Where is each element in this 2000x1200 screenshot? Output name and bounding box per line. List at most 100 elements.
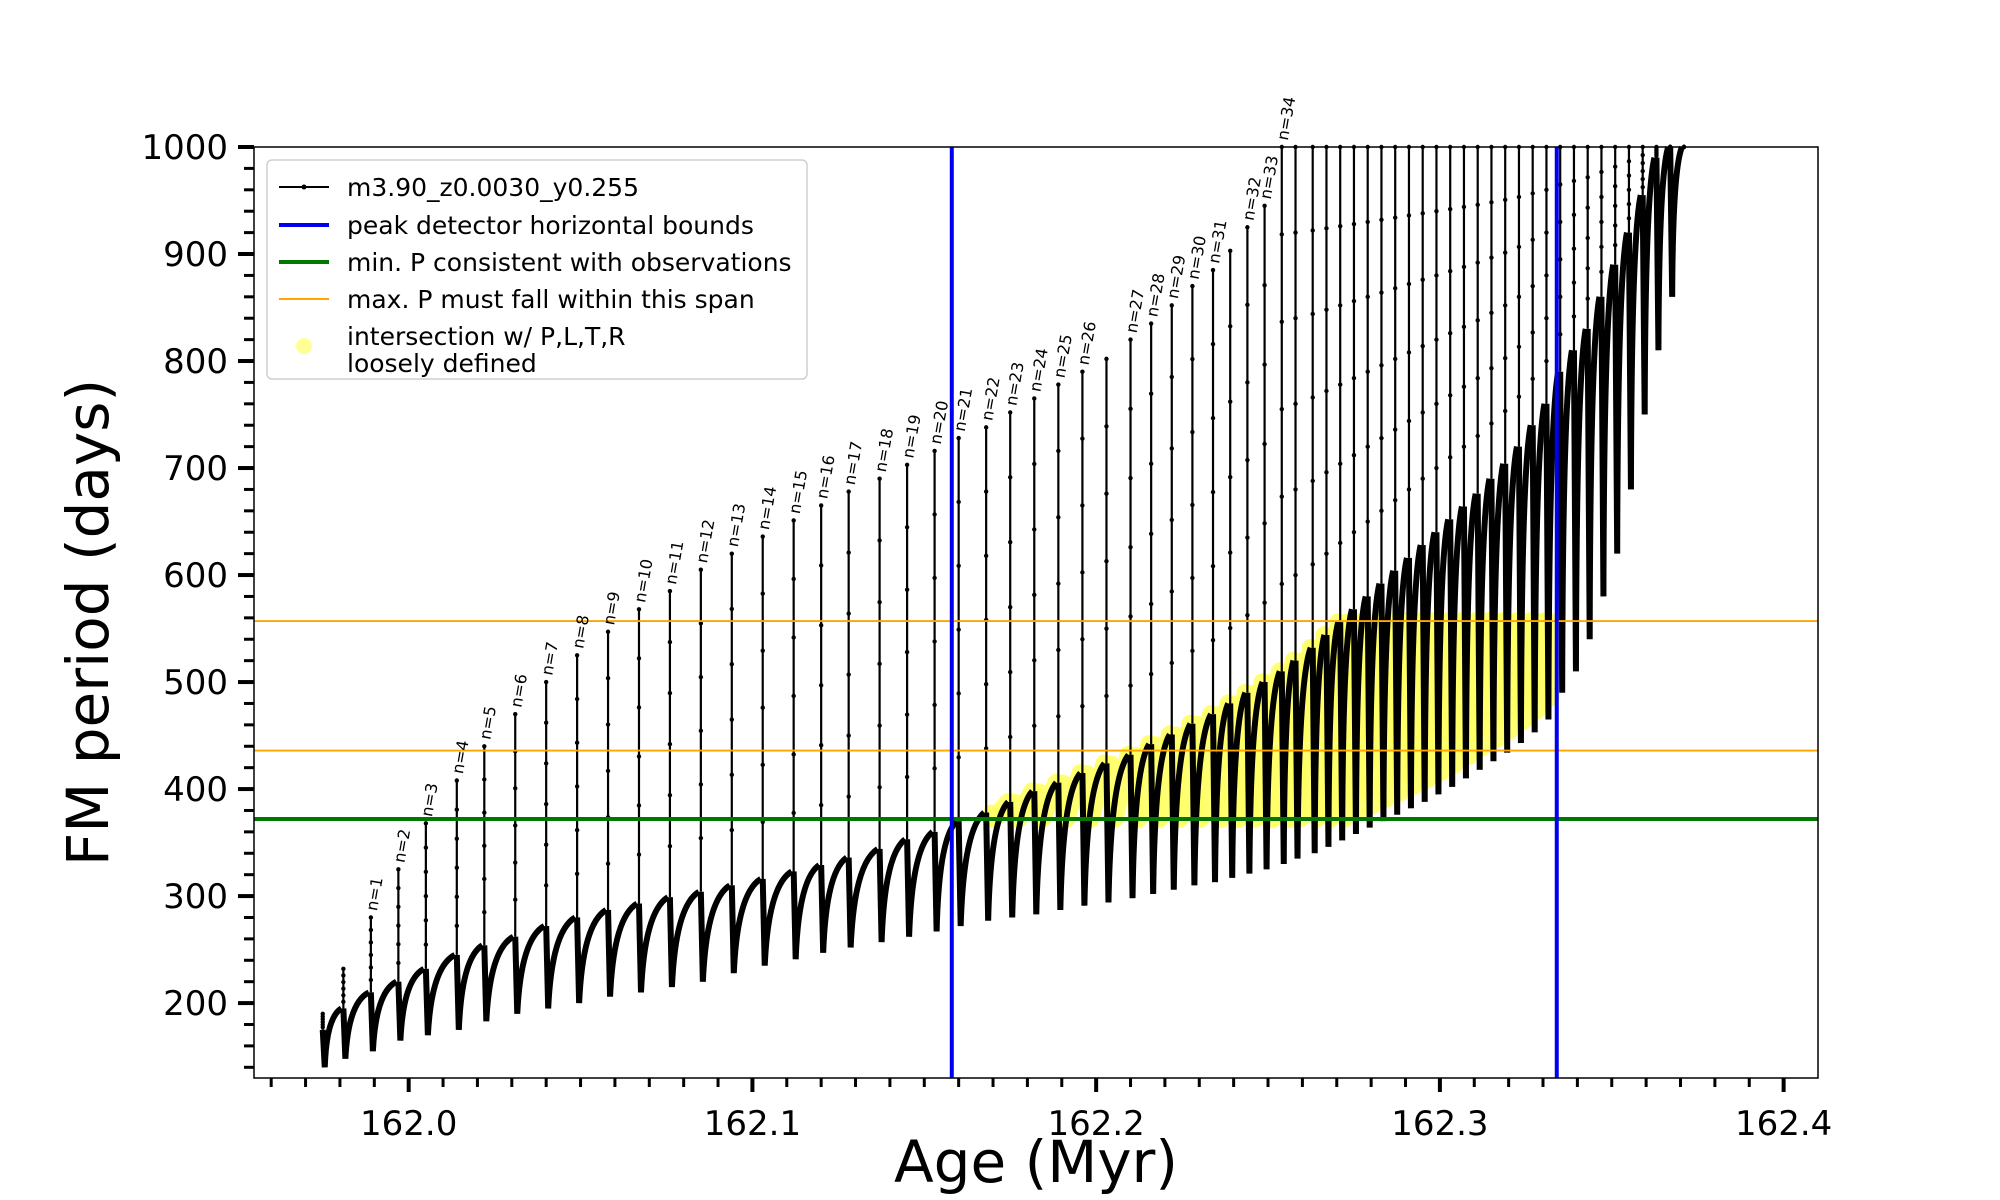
pulse-point <box>454 923 460 929</box>
y-tick-label: 1000 <box>141 128 228 168</box>
pulse-point <box>791 518 796 523</box>
pulse-point <box>1293 401 1298 407</box>
legend-label: peak detector horizontal bounds <box>347 211 754 240</box>
pulse-point <box>667 639 673 645</box>
pulse-point <box>1104 356 1109 362</box>
pulse-point <box>729 606 734 612</box>
pulse-point <box>1420 277 1425 282</box>
pulse-point <box>368 965 374 970</box>
pulse-point <box>1324 388 1329 394</box>
pulse-number-label: n=18 <box>871 427 897 474</box>
pulse-point <box>1190 429 1195 435</box>
pulse-point <box>1448 268 1453 274</box>
pulse-curve <box>818 855 849 953</box>
pulse-point <box>1489 310 1494 316</box>
intersection-marker-segment <box>1150 725 1179 829</box>
pulse-point <box>1032 461 1037 467</box>
intersection-marker-segment <box>1229 683 1255 829</box>
pulse-point <box>1379 435 1384 441</box>
pulse-point <box>1640 184 1645 190</box>
pulse-curve <box>1210 702 1231 883</box>
legend-label: m3.90_z0.0030_y0.255 <box>347 173 639 202</box>
legend-swatch-dot <box>301 184 307 190</box>
pulse-curve <box>422 952 457 1036</box>
pulse-curve <box>1612 232 1630 554</box>
pulse-point <box>1293 487 1298 492</box>
pulse-number-label: n=34 <box>1273 95 1299 142</box>
pulse-number-label: n=24 <box>1026 347 1052 394</box>
pulse-curve <box>574 907 608 1004</box>
pulse-curve <box>1557 349 1575 693</box>
pulse-number-label: n=4 <box>448 739 473 776</box>
pulse-point <box>667 792 673 798</box>
pulse-point <box>698 621 704 626</box>
pulse-number-label: n=16 <box>812 454 838 501</box>
pulse-point <box>341 979 346 985</box>
pulse-curve <box>845 846 880 948</box>
pulse-curve <box>1364 582 1383 828</box>
pulse-point <box>1365 369 1370 374</box>
pulse-point <box>636 852 642 857</box>
pulse-curve <box>1309 634 1328 854</box>
pulse-point <box>1571 314 1577 319</box>
pulse-point <box>877 538 882 543</box>
intersection-marker-segment <box>1129 735 1159 829</box>
pulse-point <box>1008 734 1013 740</box>
pulse-number-label: n=23 <box>1001 361 1027 408</box>
pulse-point <box>1190 283 1195 289</box>
pulse-point <box>1148 321 1154 326</box>
pulse-point <box>482 810 487 815</box>
pulse-number-label: n=3 <box>417 781 442 818</box>
pulse-point <box>341 993 346 998</box>
pulse-number-label: n=25 <box>1050 333 1076 380</box>
pulse-point <box>1008 475 1013 480</box>
model-track-series <box>319 144 1687 1068</box>
pulse-point <box>791 693 796 699</box>
pulse-point <box>1104 626 1109 631</box>
pulse-number-label: n=11 <box>661 539 687 586</box>
pulse-point <box>1080 637 1085 642</box>
pulse-point <box>605 722 611 727</box>
pulse-point <box>1503 408 1508 414</box>
pulse-point <box>513 823 518 828</box>
pulse-curve <box>1433 518 1452 795</box>
pulse-curve <box>1392 557 1410 815</box>
pulse-number-label: n=5 <box>476 704 501 741</box>
pulse-curve <box>1667 145 1685 297</box>
pulse-curve <box>1515 424 1534 744</box>
pulse-point <box>1434 337 1439 342</box>
pulse-point <box>1169 446 1174 451</box>
pulse-point <box>1169 517 1174 523</box>
pulse-point <box>1612 184 1618 189</box>
pulse-point <box>1640 176 1645 182</box>
x-tick-label: 162.4 <box>1735 1104 1832 1144</box>
pulse-point <box>1461 264 1467 270</box>
pulse-point <box>877 661 882 667</box>
pulse-point <box>1056 581 1061 586</box>
pulse-point <box>1310 311 1315 317</box>
pulse-point <box>846 489 851 494</box>
pulse-point <box>698 674 704 680</box>
pulse-point <box>1338 540 1343 546</box>
pulse-point <box>396 885 401 891</box>
pulse-point <box>1420 211 1425 216</box>
pulse-point <box>1032 658 1037 663</box>
pulse-point <box>1612 242 1618 248</box>
pulse-point <box>932 448 937 454</box>
pulse-curve <box>367 979 399 1052</box>
pulse-point <box>1626 159 1632 164</box>
pulse-point <box>636 754 642 759</box>
pulse-point <box>1128 406 1133 412</box>
pulse-point <box>1169 589 1174 594</box>
pulse-point <box>1461 444 1467 449</box>
pulse-point <box>1351 298 1357 304</box>
pulse-point <box>818 742 824 748</box>
pulse-point <box>396 923 401 928</box>
pulse-point <box>1056 647 1061 653</box>
pulse-point <box>423 845 429 850</box>
pulse-point <box>1448 393 1453 398</box>
pulse-point <box>1228 248 1233 254</box>
pulse-point <box>1420 410 1425 415</box>
pulse-point <box>1516 194 1522 200</box>
pulse-point <box>1461 384 1467 389</box>
